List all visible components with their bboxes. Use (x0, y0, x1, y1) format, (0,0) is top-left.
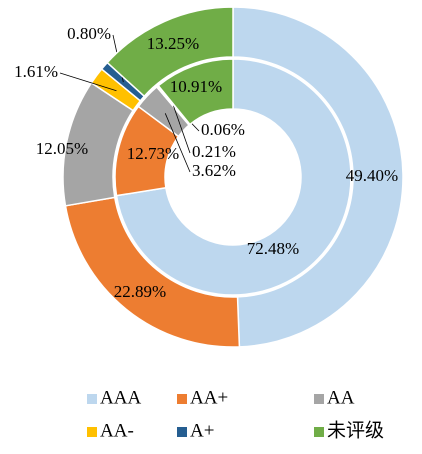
legend-swatch (177, 427, 187, 437)
data-label: 0.21% (192, 142, 236, 161)
donut-slice (232, 6, 404, 348)
donut-slice (106, 6, 234, 98)
data-label: 22.89% (114, 282, 166, 301)
donut-slice (157, 58, 234, 126)
legend-swatch (314, 427, 324, 437)
donut-slice (115, 58, 352, 296)
legend-swatch (177, 394, 187, 404)
data-label: 0.06% (201, 120, 245, 139)
leader-line (173, 105, 191, 154)
data-label: 0.80% (67, 24, 111, 43)
legend-label: AA+ (190, 387, 228, 408)
data-label: 49.40% (346, 166, 398, 185)
legend-label: AA- (100, 420, 134, 441)
data-label: 13.25% (147, 34, 199, 53)
legend-label: AAA (100, 387, 141, 408)
legend-swatch (87, 427, 97, 437)
data-label: 72.48% (247, 239, 299, 258)
data-label: 3.62% (192, 161, 236, 180)
data-label: 1.61% (14, 62, 58, 81)
legend-label: AA (327, 387, 355, 408)
data-label: 12.05% (36, 139, 88, 158)
legend-swatch (314, 394, 324, 404)
legend-label: 未评级 (327, 419, 384, 441)
leader-line (164, 113, 191, 173)
data-label: 12.73% (127, 144, 179, 163)
legend-swatch (87, 394, 97, 404)
data-label: 10.91% (170, 77, 222, 96)
legend-label: A+ (190, 420, 214, 441)
leader-line (59, 72, 117, 92)
